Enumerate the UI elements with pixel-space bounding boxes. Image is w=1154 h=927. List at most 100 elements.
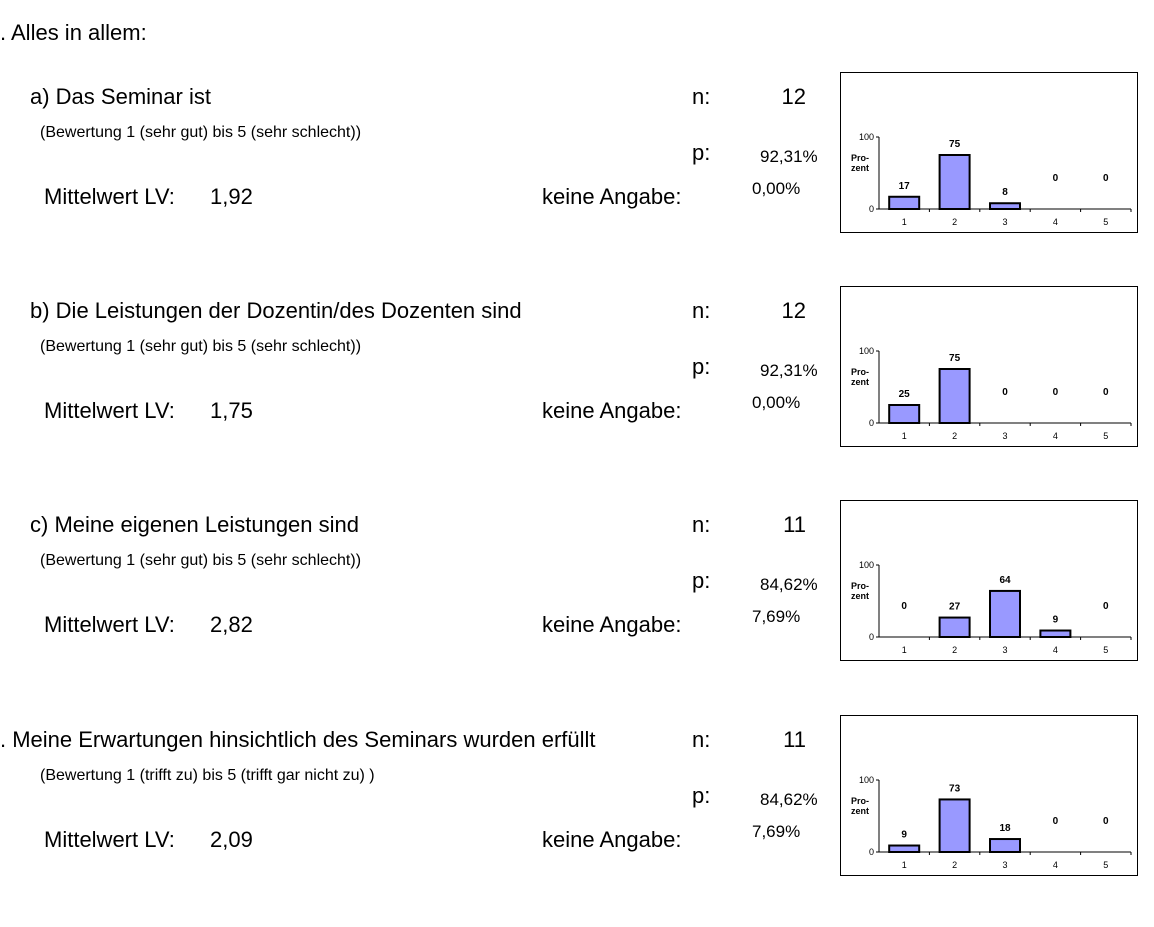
bar <box>989 202 1021 211</box>
mittelwert-value: 2,09 <box>210 827 253 852</box>
x-tick-label: 3 <box>1002 431 1007 441</box>
y-tick-label: 100 <box>859 346 874 356</box>
y-tick-label: 0 <box>869 204 874 214</box>
bar-chart-box: 0 100 Pro-zent 25 1 75 2 0 3 0 4 0 5 <box>840 286 1138 447</box>
x-tick-label: 5 <box>1103 431 1108 441</box>
question-section-4: . Meine Erwartungen hinsichtlich des Sem… <box>0 715 1154 927</box>
question-title: a) Das Seminar ist <box>30 84 211 109</box>
mittelwert-value: 1,75 <box>210 398 253 423</box>
bar-value-label: 17 <box>899 181 911 192</box>
mittelwert-label: Mittelwert LV: <box>44 184 175 209</box>
bar-chart-box: 0 100 Pro-zent 17 1 75 2 8 3 0 4 0 5 <box>840 72 1138 233</box>
rating-scale-note: (Bewertung 1 (trifft zu) bis 5 (trifft g… <box>40 767 375 784</box>
bar <box>1039 629 1072 639</box>
bar-value-label: 0 <box>1103 816 1109 827</box>
bar <box>888 404 921 424</box>
rating-scale-note: (Bewertung 1 (sehr gut) bis 5 (sehr schl… <box>40 124 362 141</box>
x-tick-label: 4 <box>1053 645 1058 655</box>
y-tick-label: 0 <box>869 847 874 857</box>
mittelwert-label: Mittelwert LV: <box>44 612 175 637</box>
keine-angabe-value: 7,69% <box>752 607 801 626</box>
x-tick-label: 2 <box>952 431 957 441</box>
y-axis-label: Pro- <box>851 581 869 591</box>
rating-scale-note: (Bewertung 1 (sehr gut) bis 5 (sehr schl… <box>40 338 362 355</box>
y-tick-label: 100 <box>859 132 874 142</box>
x-tick-label: 2 <box>952 645 957 655</box>
keine-angabe-value: 7,69% <box>752 822 801 841</box>
keine-angabe-label: keine Angabe: <box>542 827 682 852</box>
x-tick-label: 1 <box>902 860 907 870</box>
bar-value-label: 64 <box>999 575 1011 586</box>
y-axis-label: Pro- <box>851 367 869 377</box>
p-label: p: <box>692 140 711 165</box>
x-tick-label: 4 <box>1053 431 1058 441</box>
bar-value-label: 8 <box>1002 187 1008 198</box>
n-value: 11 <box>783 727 806 752</box>
p-label: p: <box>692 568 711 593</box>
keine-angabe-label: keine Angabe: <box>542 398 682 423</box>
question-title: b) Die Leistungen der Dozentin/des Dozen… <box>30 298 522 323</box>
bar-value-label: 75 <box>949 139 961 150</box>
keine-angabe-value: 0,00% <box>752 179 801 198</box>
p-value: 84,62% <box>760 790 818 809</box>
bar <box>888 195 921 211</box>
bar-value-label: 27 <box>949 602 961 613</box>
x-tick-label: 4 <box>1053 860 1058 870</box>
keine-angabe-label: keine Angabe: <box>542 184 682 209</box>
x-tick-label: 5 <box>1103 860 1108 870</box>
question-section-1: a) Das Seminar ist (Bewertung 1 (sehr gu… <box>0 72 1154 284</box>
bar-value-label: 75 <box>949 353 961 364</box>
rating-scale-note: (Bewertung 1 (sehr gut) bis 5 (sehr schl… <box>40 552 362 569</box>
keine-angabe-label: keine Angabe: <box>542 612 682 637</box>
x-tick-label: 5 <box>1103 645 1108 655</box>
question-section-3: c) Meine eigenen Leistungen sind (Bewert… <box>0 500 1154 712</box>
p-value: 84,62% <box>760 575 818 594</box>
mittelwert-value: 1,92 <box>210 184 253 209</box>
y-axis-label: Pro- <box>851 153 869 163</box>
p-value: 92,31% <box>760 361 818 380</box>
mittelwert-label: Mittelwert LV: <box>44 827 175 852</box>
n-value: 11 <box>783 512 806 537</box>
x-tick-label: 1 <box>902 217 907 227</box>
n-value: 12 <box>781 84 806 109</box>
x-tick-label: 2 <box>952 217 957 227</box>
y-axis-label: zent <box>851 377 869 387</box>
bar-chart: 0 100 Pro-zent 25 1 75 2 0 3 0 4 0 5 <box>851 346 1132 441</box>
bar-value-label: 0 <box>1002 387 1008 398</box>
x-tick-label: 3 <box>1002 645 1007 655</box>
bar-value-label: 0 <box>901 601 907 612</box>
mittelwert-label: Mittelwert LV: <box>44 398 175 423</box>
bar-value-label: 9 <box>901 830 907 841</box>
n-value: 12 <box>781 298 806 323</box>
x-tick-label: 3 <box>1002 217 1007 227</box>
bar <box>989 838 1021 854</box>
question-title: . Meine Erwartungen hinsichtlich des Sem… <box>0 727 596 752</box>
n-label: n: <box>692 298 711 323</box>
mittelwert-value: 2,82 <box>210 612 253 637</box>
question-section-2: b) Die Leistungen der Dozentin/des Dozen… <box>0 286 1154 498</box>
keine-angabe-value: 0,00% <box>752 393 801 412</box>
bar-chart: 0 100 Pro-zent 17 1 75 2 8 3 0 4 0 5 <box>851 132 1132 227</box>
y-tick-label: 0 <box>869 418 874 428</box>
bar-chart-box: 0 100 Pro-zent 0 1 27 2 64 3 9 4 0 5 <box>840 500 1138 661</box>
bar-chart: 0 100 Pro-zent 0 1 27 2 64 3 9 4 0 5 <box>851 560 1132 655</box>
bar-value-label: 73 <box>949 783 961 794</box>
x-tick-label: 1 <box>902 431 907 441</box>
x-tick-label: 2 <box>952 860 957 870</box>
y-tick-label: 0 <box>869 632 874 642</box>
bar-value-label: 0 <box>1103 387 1109 398</box>
bar <box>888 844 921 854</box>
bar-value-label: 0 <box>1053 173 1059 184</box>
n-label: n: <box>692 84 711 109</box>
bar <box>938 616 971 638</box>
y-axis-label: zent <box>851 806 869 816</box>
bar-value-label: 25 <box>899 389 911 400</box>
bar <box>989 589 1021 638</box>
n-label: n: <box>692 727 711 752</box>
bar <box>938 798 971 854</box>
bar-value-label: 18 <box>999 823 1011 834</box>
bar-value-label: 0 <box>1053 816 1059 827</box>
bar-chart: 0 100 Pro-zent 9 1 73 2 18 3 0 4 0 5 <box>851 775 1132 870</box>
bar-value-label: 0 <box>1103 601 1109 612</box>
p-label: p: <box>692 783 711 808</box>
